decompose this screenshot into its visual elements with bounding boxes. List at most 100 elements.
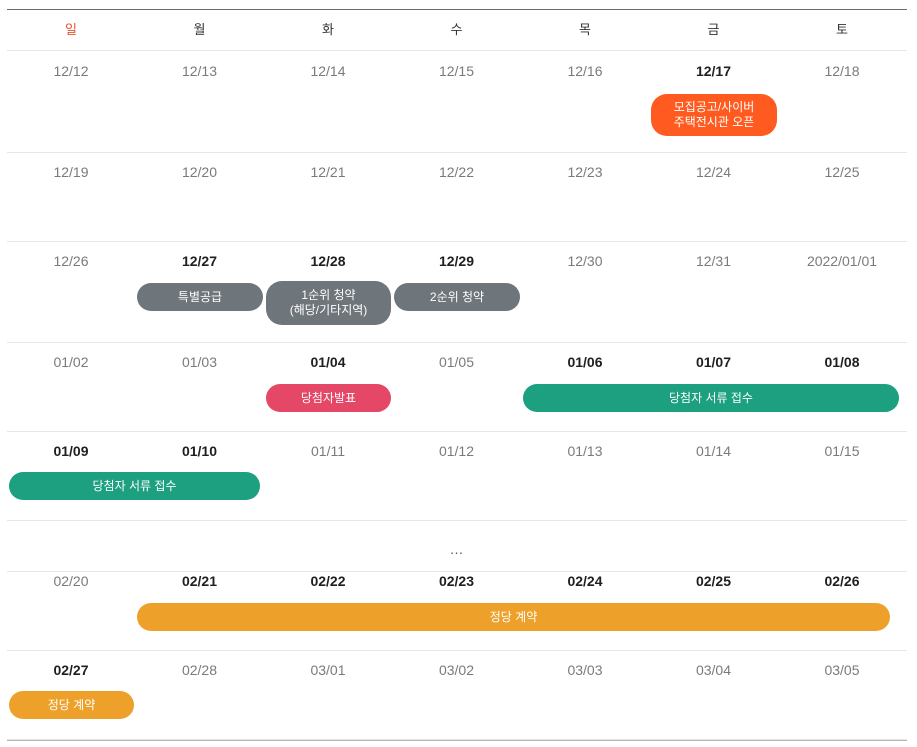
event-badge[interactable]: 1순위 청약 (해당/기타지역) (266, 281, 391, 325)
day-date: 12/13 (181, 63, 218, 79)
day-cell: 02/25 (649, 561, 778, 650)
event-badge[interactable]: 당첨자 서류 접수 (9, 472, 260, 500)
day-cell: 12/22 (392, 152, 521, 241)
week-row: 12/26 12/27 12/28 12/29 12/30 12/31 2022/01/01 (7, 241, 907, 343)
week-row: 01/02 01/03 01/04 01/05 01/06 01/07 01/08 (7, 342, 907, 432)
day-date: 12/22 (438, 164, 475, 180)
day-date: 01/12 (438, 443, 475, 459)
day-date: 12/14 (310, 63, 346, 79)
day-date: 03/03 (567, 662, 603, 678)
day-date: 12/26 (53, 253, 89, 269)
day-cell: 01/15 (778, 431, 906, 520)
day-cell: 12/28 (264, 241, 392, 342)
day-date: 12/31 (695, 253, 732, 269)
day-cell: 12/27 (135, 241, 264, 342)
day-date: 01/04 (310, 354, 346, 370)
day-date: 03/04 (695, 662, 732, 678)
day-cell: 01/02 (7, 342, 135, 431)
day-cell: 12/14 (264, 51, 392, 152)
event-badge[interactable]: 정당 계약 (9, 691, 134, 719)
day-cell: 03/02 (392, 650, 521, 739)
weekday-thu: 목 (579, 22, 591, 37)
day-date: 02/27 (53, 662, 89, 678)
day-date: 02/22 (310, 573, 346, 589)
day-date: 12/23 (567, 164, 603, 180)
day-cell: 12/31 (649, 241, 778, 342)
day-cell: 12/16 (521, 51, 649, 152)
day-date: 02/26 (824, 573, 860, 589)
day-date: 12/20 (181, 164, 218, 180)
day-date: 12/12 (53, 63, 89, 79)
day-date: 12/21 (310, 164, 346, 180)
day-date: 03/02 (438, 662, 475, 678)
day-date: 03/01 (310, 662, 346, 678)
day-cell: 03/04 (649, 650, 778, 739)
day-date: 12/15 (438, 63, 475, 79)
day-date: 12/30 (567, 253, 603, 269)
weekday-wed: 수 (450, 22, 463, 37)
day-date: 01/08 (824, 354, 860, 370)
day-cell: 12/29 (392, 241, 521, 342)
day-date: 12/29 (438, 253, 475, 269)
day-cell: 02/28 (135, 650, 264, 739)
day-date: 12/25 (824, 164, 860, 180)
day-date: 02/25 (695, 573, 732, 589)
day-date: 01/13 (567, 443, 603, 459)
week-row: 12/12 12/13 12/14 12/15 12/16 12/17 12/18 (7, 51, 907, 153)
day-cell: 02/26 (778, 561, 906, 650)
day-cell: 01/10 (135, 431, 264, 520)
day-cell: 12/24 (649, 152, 778, 241)
day-cell: 02/21 (135, 561, 264, 650)
day-date: 03/05 (824, 662, 860, 678)
day-date: 01/15 (824, 443, 860, 459)
day-date: 12/18 (824, 63, 860, 79)
event-badge[interactable]: 특별공급 (137, 283, 263, 311)
day-cell: 12/15 (392, 51, 521, 152)
skipped-weeks-ellipsis: … (7, 530, 907, 572)
event-badge[interactable]: 당첨자 서류 접수 (523, 384, 899, 412)
day-cell: 01/14 (649, 431, 778, 520)
day-cell: 12/18 (778, 51, 906, 152)
day-cell: 01/11 (264, 431, 392, 520)
day-date: 01/10 (181, 443, 218, 459)
event-badge[interactable]: 당첨자발표 (266, 384, 391, 412)
day-cell: 01/03 (135, 342, 264, 431)
day-date: 02/24 (567, 573, 603, 589)
weekday-fri: 금 (707, 22, 720, 37)
day-date: 02/21 (181, 573, 218, 589)
day-date: 12/17 (695, 63, 732, 79)
day-cell: 01/09 (7, 431, 135, 520)
day-date: 01/06 (567, 354, 603, 370)
day-cell: 01/04 (264, 342, 392, 431)
day-cell: 01/08 (778, 342, 906, 431)
day-date: 01/14 (695, 443, 732, 459)
day-cell: 12/30 (521, 241, 649, 342)
day-date: 01/11 (311, 443, 345, 459)
event-badge[interactable]: 모집공고/사이버 주택전시관 오픈 (651, 94, 777, 136)
event-badge[interactable]: 정당 계약 (137, 603, 890, 631)
day-date: 2022/01/01 (806, 253, 878, 269)
day-cell: 12/21 (264, 152, 392, 241)
day-cell: 02/27 (7, 650, 135, 739)
day-date: 12/27 (181, 253, 218, 269)
day-cell: 12/20 (135, 152, 264, 241)
day-cell: 01/05 (392, 342, 521, 431)
day-cell: 03/03 (521, 650, 649, 739)
day-date: 01/03 (181, 354, 218, 370)
weekday-tue: 화 (322, 22, 334, 37)
week-row: 01/09 01/10 01/11 01/12 01/13 01/14 01/15 (7, 431, 907, 521)
day-cell: 12/26 (7, 241, 135, 342)
weekday-sat: 토 (836, 22, 848, 37)
day-cell: 12/19 (7, 152, 135, 241)
weekday-mon: 월 (193, 22, 206, 37)
day-date: 02/23 (438, 573, 475, 589)
day-date: 02/28 (181, 662, 218, 678)
day-cell: 02/24 (521, 561, 649, 650)
event-badge[interactable]: 2순위 청약 (394, 283, 520, 311)
day-date: 02/20 (53, 573, 89, 589)
day-cell: 01/13 (521, 431, 649, 520)
day-cell: 03/05 (778, 650, 906, 739)
day-cell: 02/23 (392, 561, 521, 650)
day-cell: 02/20 (7, 561, 135, 650)
week-row: 02/20 02/21 02/22 02/23 02/24 02/25 02/26 (7, 561, 907, 651)
